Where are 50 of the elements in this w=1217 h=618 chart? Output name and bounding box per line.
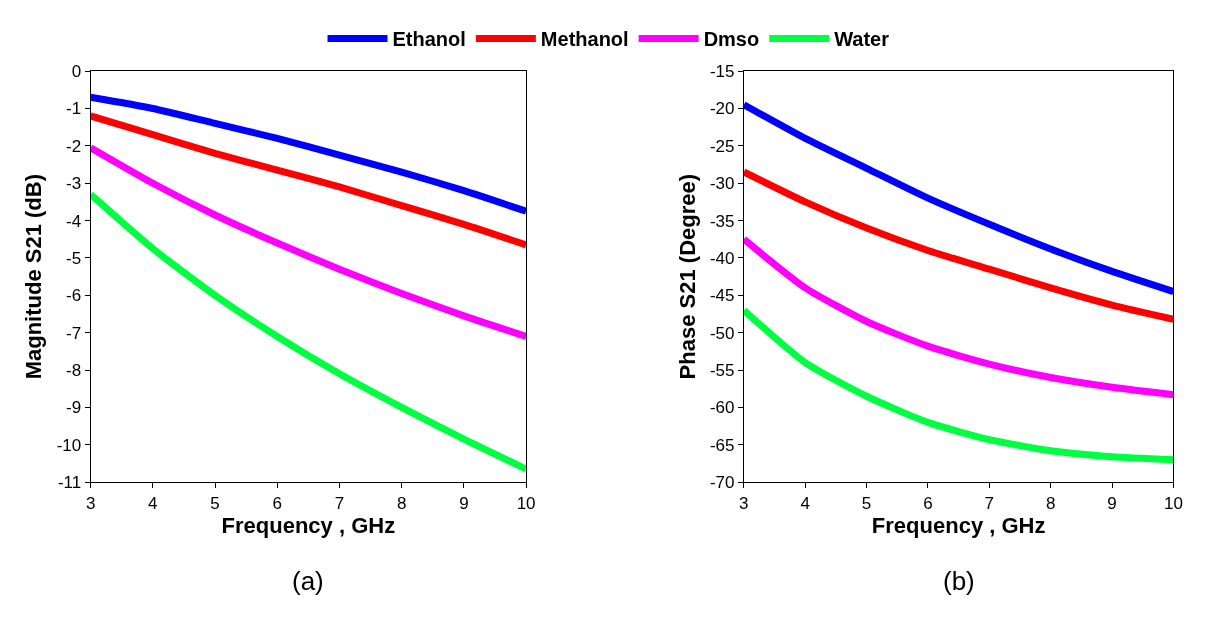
text: (a) <box>292 566 324 596</box>
y-tick-label: -40 <box>709 248 735 268</box>
y-tick-label: -25 <box>709 136 735 156</box>
y-tick-label: -11 <box>57 473 82 493</box>
y-tick-label: -5 <box>66 248 82 268</box>
y-tick-label: -50 <box>709 323 735 343</box>
y-tick-label: -70 <box>709 473 735 493</box>
legend-label: Ethanol <box>392 28 466 51</box>
x-tick-label: 5 <box>210 493 220 513</box>
y-tick-label: -6 <box>66 286 82 306</box>
x-tick-label: 9 <box>1107 493 1117 513</box>
y-tick-label: -15 <box>709 62 735 82</box>
y-axis-title: Magnitude S21 (dB) <box>21 173 47 380</box>
y-tick-label: -10 <box>56 435 82 455</box>
y-tick-label: -4 <box>66 211 82 231</box>
y-tick-label: -3 <box>66 174 82 194</box>
x-tick-label: 7 <box>334 493 345 513</box>
y-tick-label: -8 <box>66 361 82 381</box>
x-tick-label: 10 <box>516 493 536 513</box>
y-tick-label: -55 <box>709 361 735 381</box>
y-tick-label: -45 <box>709 286 735 306</box>
y-tick-label: -20 <box>709 99 735 119</box>
y-tick-label: -7 <box>66 323 82 343</box>
y-tick-label: -1 <box>66 99 82 119</box>
x-tick-label: 4 <box>800 493 810 513</box>
y-tick-label: 0 <box>71 62 82 82</box>
x-tick-label: 5 <box>861 493 872 513</box>
y-axis-title: Phase S21 (Degree) <box>674 173 700 380</box>
y-tick-label: -60 <box>709 398 735 418</box>
x-axis-title: Frequency , GHz <box>871 513 1046 539</box>
x-tick-label: 6 <box>272 493 282 513</box>
x-tick-label: 6 <box>923 493 933 513</box>
x-tick-label: 7 <box>984 493 995 513</box>
x-tick-label: 8 <box>1045 493 1056 513</box>
x-tick-label: 3 <box>85 493 96 513</box>
y-tick-label: -65 <box>709 435 735 455</box>
y-tick-label: -2 <box>66 136 82 156</box>
x-tick-label: 10 <box>1163 493 1183 513</box>
y-tick-label: -30 <box>709 174 735 194</box>
text: (b) <box>943 566 975 596</box>
x-tick-label: 9 <box>459 493 469 513</box>
x-tick-label: 8 <box>396 493 407 513</box>
legend-label: Methanol <box>540 28 629 51</box>
y-tick-label: -35 <box>709 211 735 231</box>
legend-label: Water <box>834 28 890 51</box>
x-tick-label: 3 <box>739 493 749 513</box>
x-axis-title: Frequency , GHz <box>221 513 396 539</box>
y-tick-label: -9 <box>66 398 82 418</box>
legend-label: Dmso <box>703 28 760 51</box>
x-tick-label: 4 <box>148 493 158 513</box>
